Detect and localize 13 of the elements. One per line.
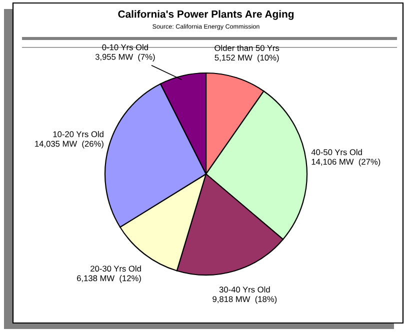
slice-label: 20-30 Yrs Old [90,265,141,272]
slice-label: 10-20 Yrs Old [53,131,104,138]
data-label: 9,818 MW (18%) [212,296,277,304]
chart-title: California's Power Plants Are Aging [118,10,294,20]
data-label: 6,138 MW (12%) [77,275,141,283]
data-label: 14,035 MW (26%) [35,140,104,148]
data-label: 5,152 MW (10%) [214,54,279,62]
data-label: 3,955 MW (7%) [95,54,155,62]
data-label: 14,106 MW (27%) [312,158,380,166]
slice-label: 30-40 Yrs Old [219,286,270,293]
slice-label: 0-10 Yrs Old [102,44,148,50]
slice-label: Older than 50 Yrs [214,44,280,51]
slice-label: 40-50 Yrs Old [311,149,362,156]
